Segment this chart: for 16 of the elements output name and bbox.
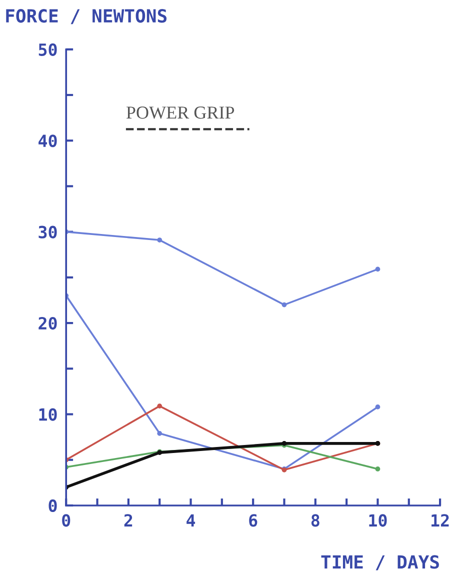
x-tick-label: 2 xyxy=(124,514,132,526)
y-tick-label: 40 xyxy=(38,134,57,148)
x-axis-title: TIME / DAYS xyxy=(321,555,439,570)
x-tick-label: 6 xyxy=(249,514,258,527)
x-tick-label: 0 xyxy=(62,514,70,527)
y-tick-label: 50 xyxy=(38,43,57,56)
x-tick-label: 8 xyxy=(311,514,320,527)
text: POWER GRIP xyxy=(126,106,234,119)
x-tick-label: 10 xyxy=(369,514,387,527)
x-tick-label: 4 xyxy=(186,514,196,526)
y-axis-title: FORCE / NEWTONS xyxy=(6,9,167,24)
y-tick-label: 30 xyxy=(38,226,57,238)
y-tick-label: 0 xyxy=(48,499,57,512)
y-tick-label: 10 xyxy=(39,408,57,421)
x-tick-label: 12 xyxy=(432,514,449,526)
y-tick-label: 20 xyxy=(38,317,57,330)
